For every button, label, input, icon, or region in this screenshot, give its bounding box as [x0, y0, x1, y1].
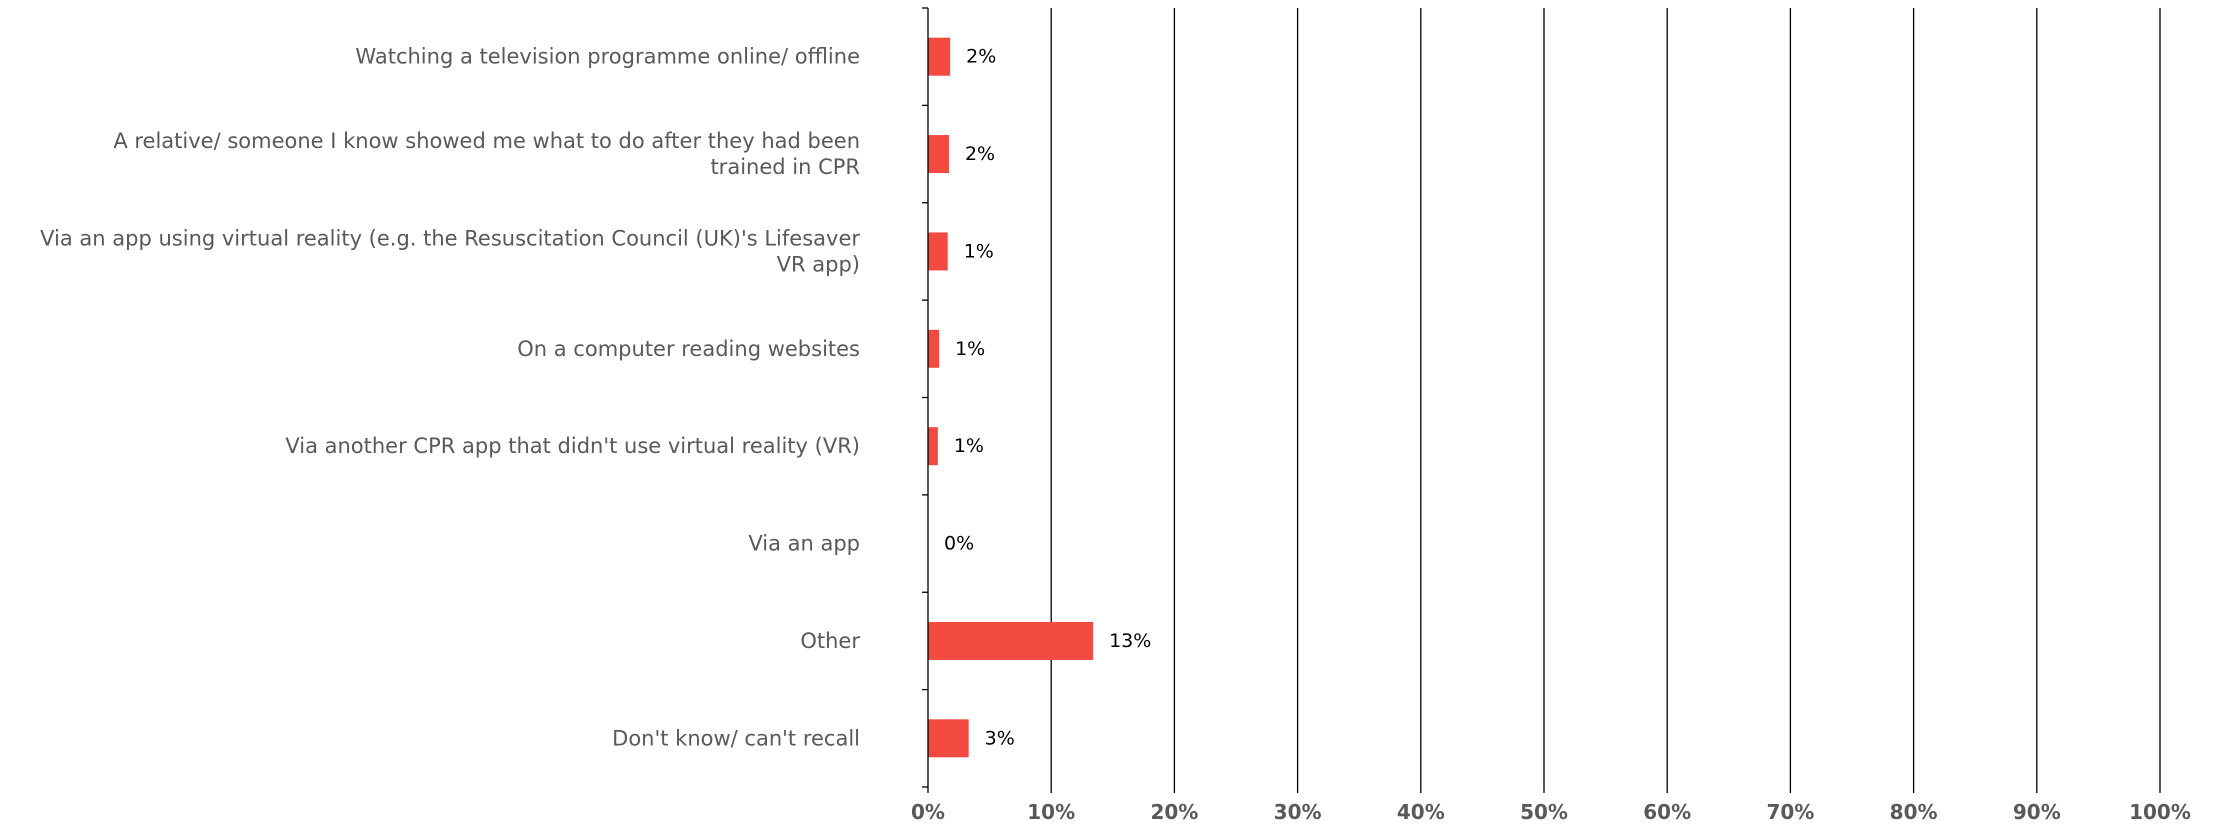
- x-tick-label-3: 30%: [1274, 800, 1322, 824]
- bar-4: [928, 427, 938, 466]
- bar-0: [928, 37, 951, 76]
- bars: [928, 37, 1094, 758]
- value-label-2: 1%: [964, 240, 994, 262]
- x-tick-label-10: 100%: [2129, 800, 2191, 824]
- x-tick-label-0: 0%: [911, 800, 945, 824]
- x-tick-label-7: 70%: [1766, 800, 1814, 824]
- y-axis: [922, 7, 2161, 793]
- x-tick-label-2: 20%: [1150, 800, 1198, 824]
- x-tick-label-6: 60%: [1643, 800, 1691, 824]
- value-labels: 2% 2% 1% 1% 1% 0% 13% 3%: [944, 46, 1151, 750]
- bar-2: [928, 232, 948, 271]
- x-tick-label-4: 40%: [1397, 800, 1445, 824]
- category-label-5: Via an app: [748, 532, 860, 556]
- x-tick-label-9: 90%: [2013, 800, 2061, 824]
- category-label-6: Other: [800, 629, 860, 653]
- category-label-2: Via an app using virtual reality (e.g. t…: [40, 226, 860, 276]
- value-label-0: 2%: [966, 46, 996, 68]
- category-label-7: Don't know/ can't recall: [612, 726, 860, 750]
- x-tick-label-8: 80%: [1890, 800, 1938, 824]
- category-label-0: Watching a television programme online/ …: [355, 45, 860, 69]
- value-label-7: 3%: [985, 727, 1015, 749]
- bar-7: [928, 719, 969, 758]
- bar-6: [928, 621, 1094, 660]
- x-tick-labels: 0% 10% 20% 30% 40% 50% 60% 70% 80% 90% 100%: [911, 800, 2191, 824]
- category-label-3: On a computer reading websites: [517, 337, 860, 361]
- x-tick-label-5: 50%: [1520, 800, 1568, 824]
- x-tick-label-1: 10%: [1027, 800, 1075, 824]
- value-label-5: 0%: [944, 533, 974, 555]
- value-label-3: 1%: [955, 338, 985, 360]
- bar-1: [928, 135, 949, 174]
- category-labels: Watching a television programme online/ …: [40, 45, 860, 751]
- bar-3: [928, 329, 940, 368]
- category-label-1: A relative/ someone I know showed me wha…: [113, 129, 860, 179]
- gridlines: [1050, 8, 2161, 787]
- value-label-4: 1%: [954, 435, 984, 457]
- category-label-4: Via another CPR app that didn't use virt…: [285, 434, 860, 458]
- value-label-1: 2%: [965, 143, 995, 165]
- value-label-6: 13%: [1109, 630, 1151, 652]
